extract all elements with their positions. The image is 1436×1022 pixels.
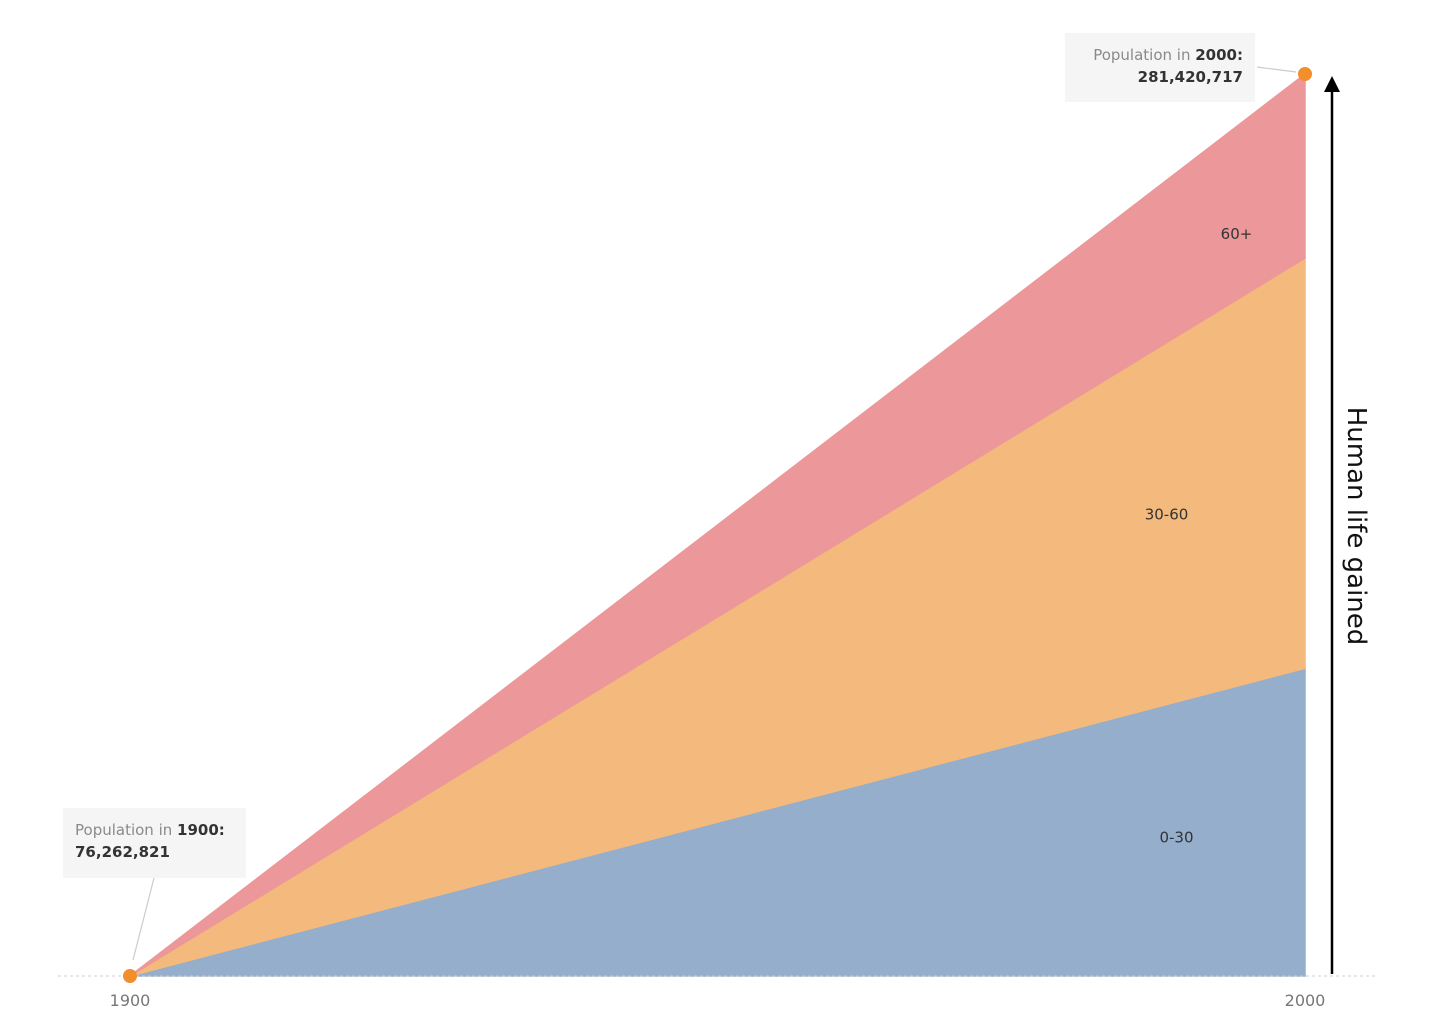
data-point-marker [1298,67,1312,81]
callout-2000-value: 281,420,717 [1137,68,1243,86]
marker-layer [123,67,1312,983]
x-tick-layer: 1900 2000 [110,991,1326,1010]
band-label-60+: 60+ [1221,225,1253,243]
callout-start-leader [132,877,155,961]
band-label-layer: 0-30 30-60 60+ [1145,225,1253,847]
callout-1900: Population in 1900: 76,262,821 [63,808,246,878]
data-point-marker [123,969,137,983]
callout-1900-lead: Population in [75,821,173,839]
band-label-0-30: 0-30 [1159,829,1193,847]
y-axis-arrow-head-icon [1324,76,1340,92]
x-tick-label: 1900 [110,991,151,1010]
y-axis-title: Human life gained [1341,407,1371,646]
area-layer [129,72,1306,977]
x-tick-label: 2000 [1285,991,1326,1010]
area-band-60+ [129,72,1306,977]
callout-end-leader [1256,66,1297,73]
callout-2000: Population in 2000: 281,420,717 [1065,33,1255,102]
callout-2000-year: 2000: [1195,46,1243,64]
callout-1900-value: 76,262,821 [75,843,170,861]
band-label-30-60: 30-60 [1145,505,1189,523]
callout-2000-lead: Population in [1093,46,1191,64]
callout-1900-year: 1900: [177,821,225,839]
